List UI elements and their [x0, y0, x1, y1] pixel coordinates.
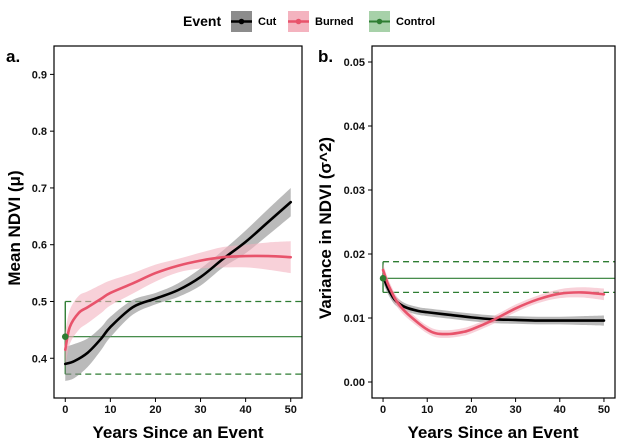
- legend-title: Event: [183, 13, 221, 29]
- legend-key-cut-point: [238, 18, 245, 25]
- panel-b-x-tick-label: 10: [421, 404, 433, 416]
- panel-b-cut-ci-band: [383, 270, 604, 326]
- panel-b-y-tick-label: 0.00: [344, 377, 365, 389]
- legend-label-cut: Cut: [258, 16, 277, 28]
- panel-a-plot-area: [61, 187, 302, 381]
- panel-b-y-tick-label: 0.04: [344, 121, 366, 133]
- panel-a: a. Mean NDVI (μ) Years Since an Event 0 1…: [5, 45, 303, 442]
- panel-b-y-axis-label: Variance in NDVI (σ^2): [316, 137, 335, 319]
- legend-key-burned-point: [295, 18, 302, 25]
- panel-b-x-tick-label: 20: [465, 404, 477, 416]
- panel-a-x-tick-label: 30: [194, 404, 206, 416]
- panel-b-x-tick-label: 30: [509, 404, 521, 416]
- panel-b-x-tick-label: 40: [554, 404, 566, 416]
- panel-b-burned-line: [381, 268, 606, 336]
- panel-a-y-tick-label: 0.8: [32, 126, 47, 138]
- panel-b-control-point: [379, 275, 387, 282]
- panel-a-y-tick-label: 0.9: [32, 69, 47, 81]
- legend-key-control-point: [376, 18, 383, 25]
- panel-b-label: b.: [318, 47, 333, 66]
- panel-a-x-tick-label: 50: [285, 404, 297, 416]
- panel-b-x-axis-label: Years Since an Event: [407, 423, 578, 442]
- legend-label-control: Control: [396, 16, 435, 28]
- panel-a-x-axis-label: Years Since an Event: [92, 423, 263, 442]
- panel-a-y-tick-label: 0.7: [32, 183, 47, 195]
- panel-a-plot: 0 10 20 30 40 50 0.4 0.5 0.6 0.7 0.8 0.9: [32, 45, 303, 416]
- panel-a-label: a.: [6, 47, 20, 66]
- panel-b-frame: [371, 45, 616, 399]
- panel-b-plot: 0 10 20 30 40 50 0.00 0.01 0.02 0.03 0.04 0.05: [344, 45, 616, 416]
- panel-b-plot-area: [379, 261, 615, 338]
- panel-b-burned-ci-band: [383, 263, 604, 338]
- panel-a-x-tick-label: 40: [240, 404, 252, 416]
- panel-b-y-tick-label: 0.01: [344, 313, 365, 325]
- panel-b-y-tick-label: 0.02: [344, 249, 365, 261]
- panel-a-cut-line: [63, 200, 293, 366]
- panel-a-y-tick-label: 0.4: [32, 353, 48, 365]
- panel-a-y-tick-label: 0.6: [32, 240, 47, 252]
- legend: Event Cut Burned Control: [183, 11, 435, 32]
- panel-b-x-tick-label: 50: [598, 404, 610, 416]
- panel-a-x-tick-label: 20: [149, 404, 161, 416]
- panel-a-y-axis-label: Mean NDVI (μ): [5, 170, 24, 285]
- legend-label-burned: Burned: [315, 16, 354, 28]
- panel-a-y-tick-label: 0.5: [32, 296, 47, 308]
- panel-b-x-tick-label: 0: [380, 404, 386, 416]
- panel-b-y-tick-label: 0.03: [344, 185, 365, 197]
- panel-a-x-tick-label: 0: [62, 404, 68, 416]
- panel-a-burned-line: [63, 254, 293, 352]
- panel-a-frame: [53, 45, 303, 399]
- panel-a-control-point: [61, 333, 69, 340]
- panel-b: b. Variance in NDVI (σ^2) Years Since an…: [316, 45, 616, 442]
- panel-a-cut-ci-band: [65, 187, 291, 381]
- panel-b-y-tick-label: 0.05: [344, 57, 365, 69]
- panel-a-x-tick-label: 10: [104, 404, 116, 416]
